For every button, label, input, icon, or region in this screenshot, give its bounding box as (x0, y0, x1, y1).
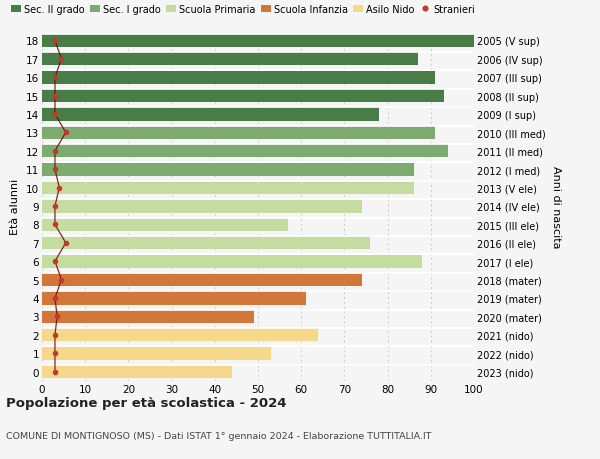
Point (50, 368, 60, 375)
Bar (42, 218, 288, 231)
Point (50, 166, 60, 174)
Bar (42, 53, 418, 66)
Y-axis label: Anni di nascita: Anni di nascita (551, 165, 561, 248)
Point (50, 331, 60, 339)
Bar (42, 347, 271, 360)
Bar (42, 108, 379, 121)
Legend: Sec. II grado, Sec. I grado, Scuola Primaria, Scuola Infanzia, Asilo Nido, Stran: Sec. II grado, Sec. I grado, Scuola Prim… (11, 5, 475, 15)
Bar (42, 329, 319, 341)
Bar (42, 90, 444, 103)
Bar (42, 163, 413, 176)
Bar (42, 72, 435, 84)
Bar (42, 237, 370, 250)
Y-axis label: Età alunni: Età alunni (10, 179, 20, 235)
Point (50, 258, 60, 265)
Point (50, 93, 60, 100)
Bar (42, 35, 474, 48)
Bar (42, 127, 435, 140)
Point (50, 350, 60, 357)
Point (50, 221, 60, 229)
Point (52, 313, 62, 320)
Bar (42, 200, 362, 213)
Point (56, 56, 66, 63)
Bar (42, 365, 232, 378)
Point (56, 276, 66, 284)
Text: COMUNE DI MONTIGNOSO (MS) - Dati ISTAT 1° gennaio 2024 - Elaborazione TUTTITALIA: COMUNE DI MONTIGNOSO (MS) - Dati ISTAT 1… (6, 431, 431, 440)
Point (50, 74, 60, 82)
Bar (42, 292, 305, 305)
Point (50, 203, 60, 210)
Bar (42, 255, 422, 268)
Point (55, 185, 64, 192)
Bar (42, 145, 448, 158)
Point (50, 148, 60, 155)
Point (61, 129, 71, 137)
Point (50, 295, 60, 302)
Text: Popolazione per età scolastica - 2024: Popolazione per età scolastica - 2024 (6, 396, 287, 409)
Point (50, 111, 60, 118)
Point (61, 240, 71, 247)
Bar (42, 182, 413, 195)
Bar (42, 274, 362, 286)
Bar (42, 310, 254, 323)
Point (50, 38, 60, 45)
